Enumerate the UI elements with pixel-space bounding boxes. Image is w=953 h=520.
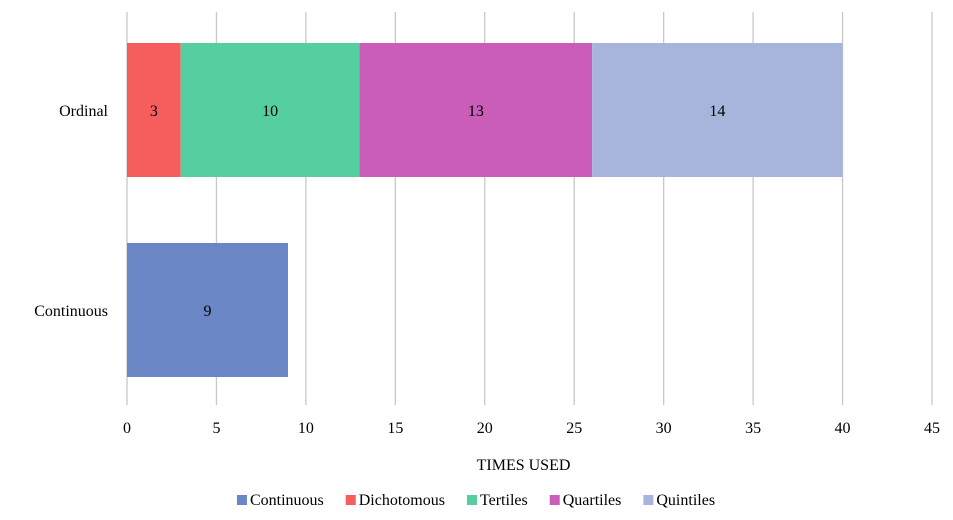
bar-segment [127, 43, 181, 177]
x-tick-label: 30 [656, 420, 672, 437]
bar-segment [592, 43, 843, 177]
category-label: Continuous [34, 303, 108, 320]
category-labels: Ordinal Continuous [34, 103, 108, 320]
legend-label: Quartiles [563, 492, 622, 509]
bars [127, 43, 843, 377]
legend-item: Tertiles [466, 492, 528, 509]
data-label: 13 [468, 103, 484, 120]
legend-label: Tertiles [480, 492, 528, 509]
x-tick-label: 10 [298, 420, 314, 437]
x-axis-ticks: 0 5 10 15 20 25 30 35 40 45 [123, 420, 940, 437]
legend: Continuous Dichotomous Tertiles Quartiles Qu… [236, 492, 715, 509]
legend-item: Continuous [236, 492, 324, 509]
legend-item: Quartiles [549, 492, 622, 509]
bar-segment [359, 43, 593, 177]
legend-swatch [466, 495, 477, 505]
legend-swatch [236, 495, 247, 505]
bar-segment [180, 43, 360, 177]
bar-segment [127, 243, 288, 377]
legend-label: Dichotomous [359, 492, 445, 509]
x-tick-label: 35 [745, 420, 761, 437]
x-tick-label: 15 [387, 420, 403, 437]
x-tick-label: 5 [212, 420, 220, 437]
x-tick-label: 25 [566, 420, 582, 437]
x-axis-title: TIMES USED [477, 457, 571, 474]
legend-swatch [643, 495, 654, 505]
legend-label: Continuous [250, 492, 324, 509]
data-label: 14 [709, 103, 725, 120]
category-label: Ordinal [59, 103, 108, 120]
legend-swatch [345, 495, 356, 505]
data-label: 10 [262, 103, 278, 120]
x-tick-label: 40 [835, 420, 851, 437]
legend-item: Quintiles [643, 492, 715, 509]
x-tick-label: 20 [477, 420, 493, 437]
legend-item: Dichotomous [345, 492, 445, 509]
legend-label: Quintiles [656, 492, 715, 509]
data-label: 9 [204, 303, 212, 320]
data-labels: 3 10 13 14 9 [150, 103, 725, 320]
legend-swatch [549, 495, 560, 505]
x-tick-label: 0 [123, 420, 131, 437]
x-tick-label: 45 [924, 420, 940, 437]
data-label: 3 [150, 103, 158, 120]
